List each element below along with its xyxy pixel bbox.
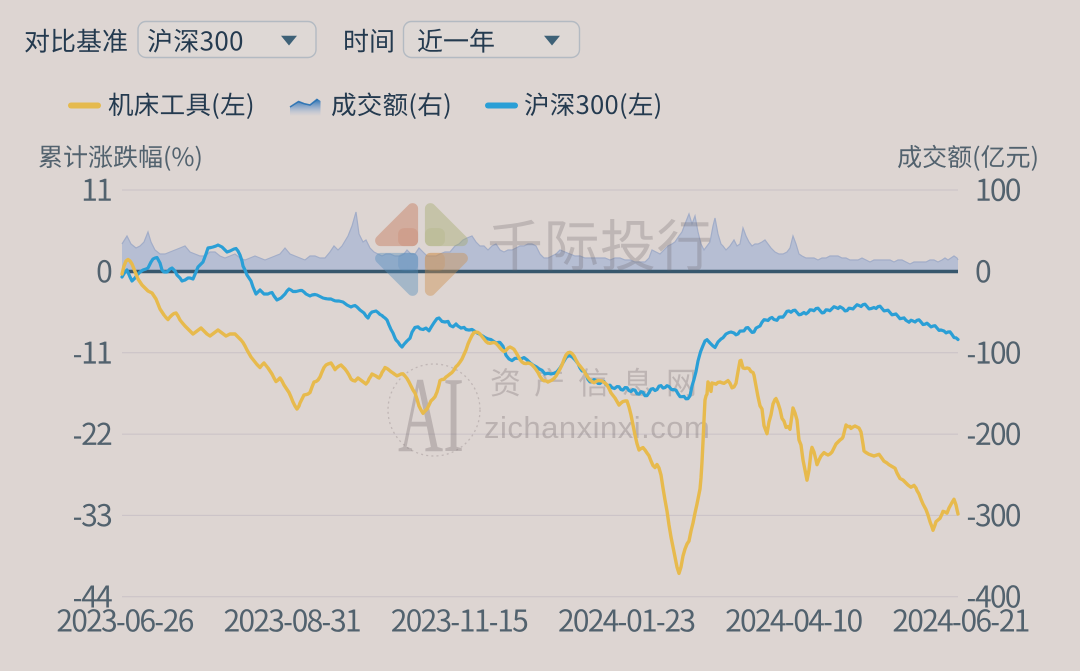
svg-text:zichanxinxi.com: zichanxinxi.com [484, 410, 710, 445]
svg-text:AI: AI [398, 356, 464, 475]
